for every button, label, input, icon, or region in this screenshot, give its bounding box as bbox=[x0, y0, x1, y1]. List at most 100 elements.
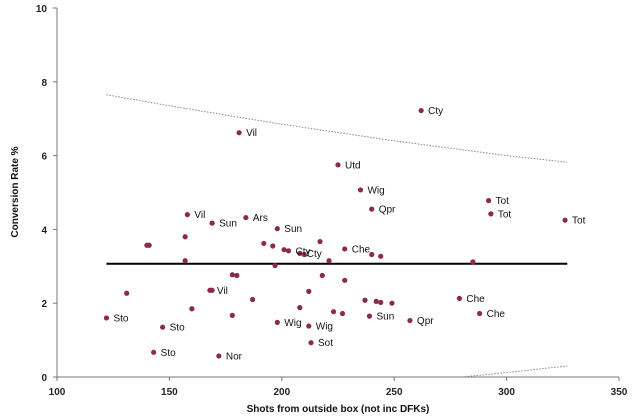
data-point bbox=[236, 130, 242, 136]
data-point bbox=[378, 253, 384, 259]
x-tick-label: 150 bbox=[161, 387, 178, 398]
data-point bbox=[319, 272, 325, 279]
data-point bbox=[285, 248, 292, 254]
data-point bbox=[146, 242, 152, 248]
point-label: Sot bbox=[318, 338, 333, 349]
data-point bbox=[308, 340, 314, 346]
point-label: Tot bbox=[572, 216, 586, 227]
data-point bbox=[378, 299, 384, 306]
point-label: Vil bbox=[194, 210, 205, 221]
point-label: Ars bbox=[253, 213, 268, 224]
data-point bbox=[216, 353, 222, 359]
data-point bbox=[486, 198, 492, 204]
point-label: Utd bbox=[345, 160, 361, 171]
data-point bbox=[209, 287, 215, 293]
data-point bbox=[124, 290, 130, 296]
data-point bbox=[362, 297, 368, 303]
data-point bbox=[297, 250, 303, 256]
data-point bbox=[209, 220, 215, 226]
point-label: Sun bbox=[284, 224, 302, 235]
data-point bbox=[234, 272, 240, 279]
point-label: Che bbox=[352, 244, 371, 255]
data-point bbox=[229, 272, 235, 278]
data-point bbox=[281, 247, 287, 253]
point-label: Qpr bbox=[379, 205, 396, 216]
data-point bbox=[184, 212, 190, 218]
point-label: Qpr bbox=[417, 316, 434, 327]
data-point bbox=[261, 240, 267, 247]
data-point bbox=[366, 313, 373, 319]
point-label: Sto bbox=[161, 348, 176, 359]
data-point bbox=[369, 251, 375, 258]
data-point bbox=[272, 262, 278, 269]
data-point bbox=[182, 234, 188, 240]
x-tick-label: 350 bbox=[611, 387, 628, 398]
point-label: Vil bbox=[217, 286, 228, 297]
data-point bbox=[418, 107, 424, 114]
point-label: Nor bbox=[226, 351, 243, 362]
data-point bbox=[270, 243, 276, 249]
data-points bbox=[103, 107, 568, 359]
lower-band-curve bbox=[461, 365, 568, 378]
y-tick-label: 6 bbox=[41, 152, 47, 163]
point-label: Tot bbox=[496, 196, 510, 207]
point-labels: StoStoStoVilVilSunNorVilArsSunWigCtyCtyW… bbox=[113, 106, 585, 362]
y-axis-title: Conversion Rate % bbox=[10, 146, 21, 237]
data-point bbox=[342, 246, 348, 252]
data-point bbox=[243, 214, 249, 221]
point-label: Sun bbox=[376, 312, 394, 323]
point-label: Cty bbox=[296, 246, 311, 257]
data-point bbox=[189, 306, 195, 312]
y-tick-label: 8 bbox=[41, 78, 47, 89]
data-point bbox=[470, 259, 476, 265]
data-point bbox=[306, 288, 312, 294]
data-point bbox=[407, 317, 413, 324]
upper-band-curve bbox=[106, 94, 568, 163]
y-tick-label: 10 bbox=[36, 4, 48, 15]
point-label: Wig bbox=[284, 318, 301, 329]
point-label: Sun bbox=[219, 219, 237, 230]
data-point bbox=[274, 226, 280, 232]
data-point bbox=[249, 296, 256, 303]
data-point bbox=[330, 309, 337, 315]
data-point bbox=[488, 211, 494, 217]
point-label: Che bbox=[466, 294, 485, 305]
data-point bbox=[229, 312, 235, 318]
data-point bbox=[389, 300, 395, 306]
y-tick-label: 2 bbox=[41, 299, 47, 310]
point-label: Tot bbox=[498, 209, 512, 220]
data-point bbox=[301, 251, 307, 258]
data-point bbox=[160, 324, 166, 330]
data-point bbox=[151, 349, 157, 355]
data-point bbox=[339, 310, 346, 317]
confidence-band bbox=[106, 94, 568, 378]
data-point bbox=[369, 206, 375, 212]
point-label: Sto bbox=[170, 323, 185, 334]
data-point bbox=[326, 258, 332, 264]
point-label: Cty bbox=[428, 106, 443, 117]
data-point bbox=[357, 187, 364, 193]
data-point bbox=[477, 310, 483, 317]
point-label: Sto bbox=[113, 313, 128, 324]
data-point bbox=[335, 162, 341, 168]
data-point bbox=[274, 319, 280, 325]
point-label: Che bbox=[487, 309, 506, 320]
y-tick-label: 4 bbox=[41, 225, 47, 236]
data-point bbox=[317, 238, 323, 245]
x-tick-label: 100 bbox=[49, 387, 66, 398]
data-point bbox=[456, 295, 462, 302]
data-point bbox=[297, 305, 303, 311]
x-tick-label: 250 bbox=[386, 387, 403, 398]
point-label: Wig bbox=[367, 185, 384, 196]
data-point bbox=[182, 258, 188, 264]
point-label: Wig bbox=[316, 322, 333, 333]
point-label: Vil bbox=[246, 128, 257, 139]
data-point bbox=[103, 315, 110, 321]
x-tick-label: 200 bbox=[273, 387, 290, 398]
axes: 100 150 200 250 300 350 0 2 4 6 8 10 bbox=[36, 4, 628, 398]
point-label: Cty bbox=[307, 249, 322, 260]
data-point bbox=[342, 277, 348, 283]
data-point bbox=[562, 217, 568, 223]
y-tick-label: 0 bbox=[41, 373, 47, 384]
